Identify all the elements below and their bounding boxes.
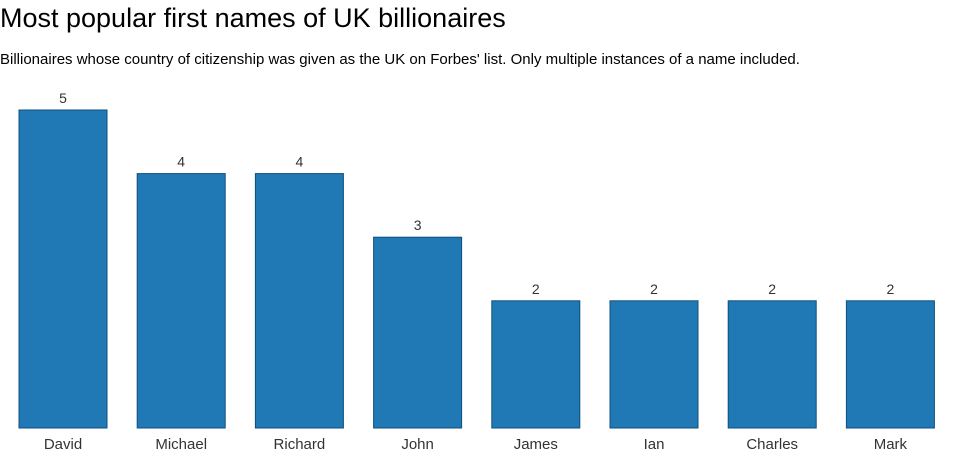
data-label-michael: 4 bbox=[177, 154, 185, 170]
data-labels-group: 5 4 4 3 2 2 2 2 bbox=[59, 90, 894, 297]
x-tick-label-charles: Charles bbox=[746, 436, 798, 453]
chart-title: Most popular first names of UK billionai… bbox=[0, 3, 506, 33]
data-label-ian: 2 bbox=[650, 281, 658, 297]
bar-ian bbox=[609, 300, 699, 429]
data-label-richard: 4 bbox=[296, 154, 304, 170]
data-label-james: 2 bbox=[532, 281, 540, 297]
x-tick-label-john: John bbox=[401, 436, 434, 453]
data-label-charles: 2 bbox=[768, 281, 776, 297]
bar-james bbox=[491, 300, 581, 429]
x-tick-label-david: David bbox=[44, 436, 82, 453]
bar-michael bbox=[136, 173, 226, 429]
x-tick-label-richard: Richard bbox=[274, 436, 326, 453]
data-label-john: 3 bbox=[414, 217, 422, 233]
x-tick-label-michael: Michael bbox=[155, 436, 207, 453]
bars-group bbox=[18, 109, 935, 429]
bar-richard bbox=[254, 173, 344, 429]
x-axis-tick-labels: David Michael Richard John James Ian Charles Ma… bbox=[44, 436, 908, 453]
data-label-mark: 2 bbox=[887, 281, 895, 297]
bar-mark bbox=[845, 300, 935, 429]
bar-david bbox=[18, 109, 108, 429]
data-label-david: 5 bbox=[59, 90, 67, 106]
bar-john bbox=[373, 236, 463, 429]
x-tick-label-james: James bbox=[514, 436, 558, 453]
chart-subtitle: Billionaires whose country of citizenshi… bbox=[0, 51, 800, 68]
bar-charles bbox=[727, 300, 817, 429]
x-tick-label-ian: Ian bbox=[644, 436, 665, 453]
x-tick-label-mark: Mark bbox=[874, 436, 908, 453]
